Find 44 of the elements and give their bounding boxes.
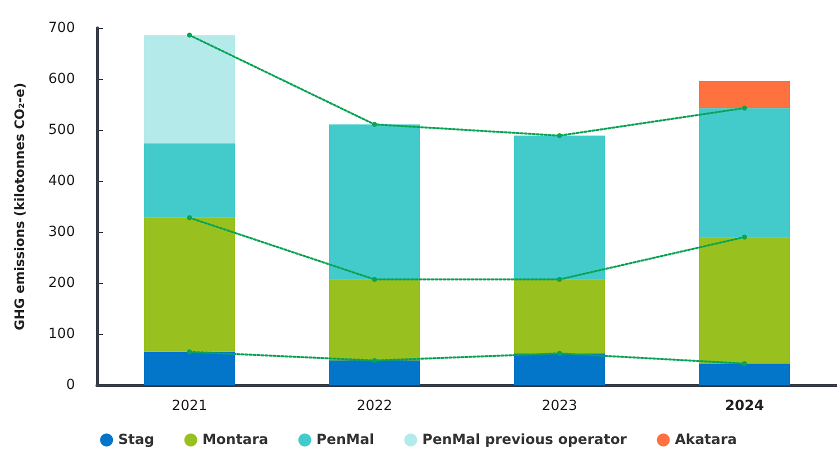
y-axis-title: GHG emissions (kilotonnes CO₂-e) [13, 82, 28, 330]
bar [144, 143, 235, 218]
point [187, 349, 192, 354]
point [372, 276, 377, 282]
y-tick-label: 300 [48, 224, 75, 240]
x-tick-label: 2022 [356, 398, 392, 414]
point [187, 32, 192, 38]
point [372, 122, 377, 127]
point [742, 361, 747, 366]
legend-label: PenMal [316, 432, 374, 448]
point [187, 215, 192, 220]
point [557, 133, 562, 138]
bar [514, 279, 605, 354]
x-tick-label: 2021 [172, 398, 208, 414]
bar [329, 124, 420, 280]
point [372, 358, 377, 364]
y-tick-label: 700 [48, 20, 75, 36]
bar [699, 108, 790, 238]
y-tick-label: 600 [48, 71, 75, 87]
point [557, 276, 562, 282]
bar [699, 81, 790, 108]
x-tick-label: 2024 [725, 398, 764, 414]
bar [329, 279, 420, 361]
bar [514, 353, 605, 385]
point [742, 106, 747, 111]
legend-label: Akatara [674, 432, 737, 448]
y-tick-label: 0 [66, 377, 75, 393]
bar [514, 136, 605, 280]
legend-label: Montara [202, 432, 268, 448]
x-tick-label: 2023 [542, 398, 578, 414]
legend-label: PenMal previous operator [422, 432, 627, 448]
y-tick-label: 500 [48, 122, 75, 138]
y-tick-label: 100 [48, 326, 75, 342]
y-tick-label: 200 [48, 275, 75, 291]
bar [699, 237, 790, 364]
point [742, 234, 747, 240]
point [557, 350, 562, 356]
y-tick-label: 400 [48, 173, 75, 189]
bar [699, 364, 790, 385]
bar [144, 352, 235, 385]
bar [329, 360, 420, 385]
bar [144, 35, 235, 144]
bar [144, 218, 235, 352]
legend-label: Stag [118, 432, 154, 448]
